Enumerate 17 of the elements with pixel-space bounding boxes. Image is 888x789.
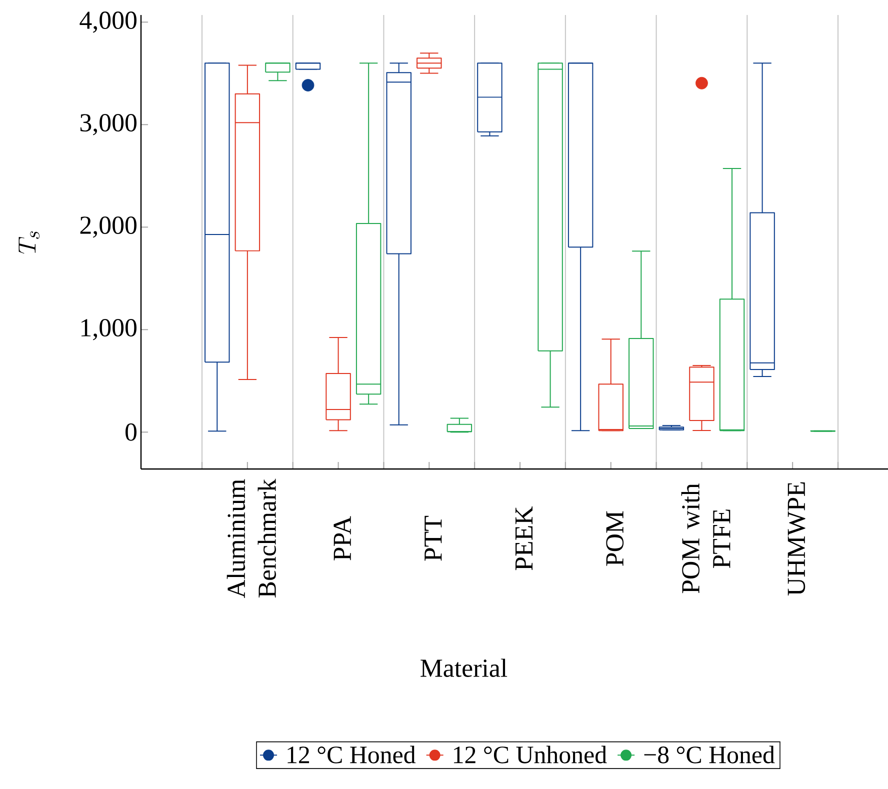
x-tick-label: POM: [606, 511, 624, 566]
y-tick-label: 2,000: [80, 216, 136, 238]
y-tick-label: 3,000: [80, 114, 136, 136]
x-tick-label: UHMWPE: [788, 482, 806, 596]
x-tick-label: POM with PTFE: [681, 483, 730, 594]
y-tick-label: 4,000: [80, 12, 136, 33]
x-tick-label: Aluminium Benchmark: [226, 478, 276, 598]
legend-label: 12 °C Unhoned: [454, 746, 607, 764]
y-tick-label: 0: [126, 423, 136, 441]
x-tick-label: PEEK: [516, 506, 532, 570]
x-tick-label: PTT: [424, 516, 442, 561]
x-axis-title: Material: [420, 658, 508, 677]
x-tick-label: PPA: [334, 516, 351, 560]
legend-label: 12 °C Honed: [288, 746, 416, 764]
legend-label: −8 °C Honed: [644, 746, 775, 764]
y-axis-title: $T_s$: [18, 231, 40, 254]
y-tick-label: 1,000: [81, 319, 136, 340]
